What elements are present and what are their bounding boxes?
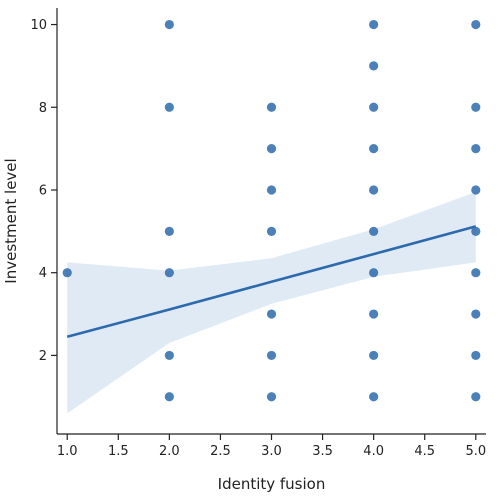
- data-point: [471, 392, 481, 402]
- regression-line: [66, 225, 477, 339]
- data-point: [369, 392, 379, 402]
- data-point: [369, 185, 379, 195]
- data-point: [471, 268, 481, 278]
- x-tick-label: 2.0: [159, 444, 180, 459]
- data-point: [266, 392, 277, 402]
- data-point: [471, 144, 481, 154]
- y-tick-label: 2: [39, 349, 47, 364]
- data-point: [164, 19, 174, 30]
- x-tick-label: 4.5: [414, 444, 435, 459]
- data-point: [266, 309, 277, 319]
- data-point: [369, 309, 379, 319]
- data-point: [471, 350, 481, 361]
- data-point: [471, 185, 481, 195]
- regression-line-layer: [66, 225, 477, 339]
- x-tick-label: 3.5: [312, 444, 333, 459]
- data-points-layer: [62, 19, 481, 402]
- x-axis-title: Identity fusion: [218, 475, 326, 493]
- confidence-band: [67, 192, 476, 414]
- data-point: [164, 268, 174, 278]
- data-point: [164, 392, 174, 402]
- data-point: [266, 350, 277, 361]
- axes-layer: 1.0 1.5 2.0 2.5 3.0 3.5 4.0 4.5 5.0 2 4 6 8 10: [30, 8, 486, 459]
- data-point: [62, 268, 72, 278]
- x-tick-label: 4.0: [363, 444, 384, 459]
- x-tick-label: 1.5: [108, 444, 129, 459]
- data-point: [471, 226, 481, 236]
- data-point: [369, 350, 379, 361]
- confidence-band-layer: [67, 192, 476, 414]
- x-tick-label: 5.0: [465, 444, 486, 459]
- x-tick-label: 2.5: [210, 444, 231, 459]
- y-tick-label: 10: [30, 18, 47, 33]
- data-point: [369, 144, 379, 154]
- data-point: [266, 185, 277, 195]
- data-point: [266, 144, 277, 154]
- data-point: [369, 19, 379, 30]
- y-tick-label: 8: [39, 101, 47, 116]
- x-tick-label: 1.0: [57, 444, 78, 459]
- data-point: [266, 226, 277, 236]
- data-point: [164, 102, 174, 112]
- data-point: [164, 226, 174, 236]
- data-point: [164, 350, 174, 361]
- y-tick-label: 6: [39, 183, 47, 198]
- y-axis-title: Investment level: [2, 158, 20, 283]
- data-point: [471, 309, 481, 319]
- x-tick-label: 3.0: [261, 444, 282, 459]
- data-point: [369, 102, 379, 112]
- data-point: [369, 61, 379, 71]
- y-tick-label: 4: [39, 266, 47, 281]
- data-point: [266, 102, 277, 112]
- data-point: [471, 19, 481, 30]
- data-point: [471, 102, 481, 112]
- data-point: [369, 268, 379, 278]
- data-point: [369, 226, 379, 236]
